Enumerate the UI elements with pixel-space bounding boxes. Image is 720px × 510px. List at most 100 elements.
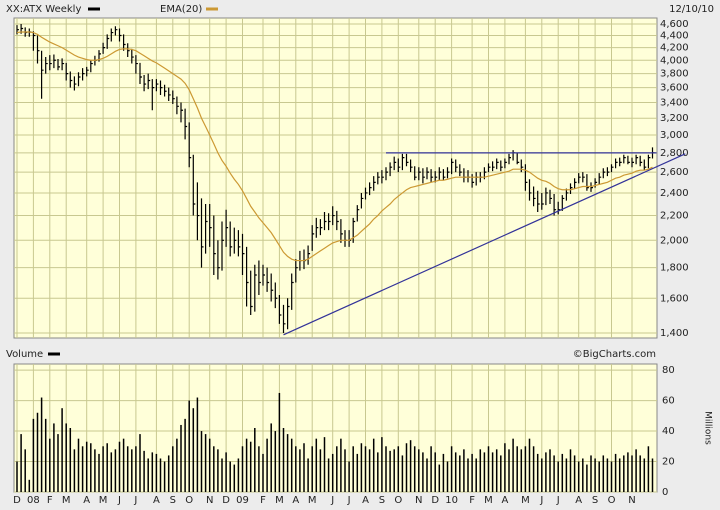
ohlc-bar xyxy=(397,158,401,173)
ohlc-bar xyxy=(250,270,253,316)
x-tick-label: A xyxy=(153,495,160,506)
ohlc-bar xyxy=(438,167,442,181)
ohlc-bar xyxy=(209,204,212,247)
ohlc-bar xyxy=(319,219,323,236)
ohlc-bar xyxy=(36,35,40,64)
x-tick-label: O xyxy=(394,495,402,506)
x-tick-label: J xyxy=(117,495,121,506)
date-label: 12/10/10 xyxy=(669,4,714,15)
x-tick-label: J xyxy=(556,495,560,506)
ohlc-bar xyxy=(196,182,200,241)
ohlc-bar xyxy=(471,174,475,188)
ohlc-bar xyxy=(623,154,626,164)
ohlc-bar xyxy=(524,164,528,191)
y-tick-label: 60 xyxy=(662,396,675,407)
ohlc-bar xyxy=(410,159,413,173)
ohlc-bar xyxy=(123,34,126,51)
x-tick-label: A xyxy=(292,495,299,506)
ohlc-bar xyxy=(287,298,290,330)
y-tick-label: 1,800 xyxy=(660,263,689,274)
y-tick-label: 1,400 xyxy=(660,328,689,339)
x-tick-label: A xyxy=(501,495,508,506)
y-tick-label: 4,600 xyxy=(660,19,689,30)
ohlc-bar xyxy=(533,186,536,207)
y-tick-label: 0 xyxy=(662,487,668,498)
ohlc-bar xyxy=(16,25,19,35)
ohlc-bar xyxy=(307,245,311,265)
y-tick-label: 80 xyxy=(662,365,675,376)
ohlc-bar xyxy=(45,57,48,74)
x-tick-label: N xyxy=(415,495,422,506)
ohlc-bar xyxy=(61,58,65,71)
ohlc-bar xyxy=(520,159,524,173)
y-tick-label: 4,200 xyxy=(660,43,689,54)
ohlc-bar xyxy=(541,192,544,210)
ohlc-bar xyxy=(295,259,298,283)
ohlc-bar xyxy=(184,108,188,140)
ohlc-bar xyxy=(57,58,60,71)
ohlc-bar xyxy=(336,210,339,231)
ohlc-bar xyxy=(147,73,151,90)
ohlc-bar xyxy=(631,157,634,168)
ohlc-bar xyxy=(352,217,356,243)
y-tick-label: 3,600 xyxy=(660,83,689,94)
ohlc-bar xyxy=(332,206,335,226)
ohlc-bar xyxy=(53,54,56,69)
ohlc-bar xyxy=(110,28,114,42)
ohlc-bar xyxy=(237,230,241,257)
ohlc-bar xyxy=(401,153,405,171)
ohlc-bar xyxy=(405,153,409,167)
ohlc-bar xyxy=(647,154,651,169)
ohlc-bar xyxy=(606,167,610,177)
credit: ©BigCharts.com xyxy=(573,349,656,360)
ohlc-bar xyxy=(561,195,565,211)
ohlc-bar xyxy=(635,154,639,165)
ohlc-bar xyxy=(90,60,93,73)
ohlc-bar xyxy=(418,167,421,181)
x-tick-label: D xyxy=(431,495,439,506)
ohlc-bar xyxy=(373,176,376,191)
ohlc-bar xyxy=(323,212,327,231)
x-tick-label: 09 xyxy=(236,495,249,506)
y-tick-label: 20 xyxy=(662,457,675,468)
y-tick-label: 2,200 xyxy=(660,211,689,222)
ohlc-bar xyxy=(139,62,142,85)
ohlc-bar xyxy=(49,55,52,71)
y-axis-label: Millions xyxy=(703,411,713,445)
y-tick-label: 4,000 xyxy=(660,55,689,66)
ohlc-bar xyxy=(127,43,130,58)
ohlc-bar xyxy=(217,240,220,280)
ohlc-bar xyxy=(492,161,495,172)
trend-line xyxy=(283,153,686,336)
ohlc-bar xyxy=(364,187,368,200)
x-tick-label: F xyxy=(47,495,53,506)
y-tick-label: 3,200 xyxy=(660,113,689,124)
ohlc-bar xyxy=(598,173,602,185)
y-tick-label: 3,000 xyxy=(660,130,689,141)
ohlc-bar xyxy=(192,154,196,216)
y-tick-label: 3,800 xyxy=(660,69,689,80)
ohlc-bar xyxy=(143,74,147,92)
x-tick-label: M xyxy=(99,495,108,506)
x-tick-label: S xyxy=(170,495,176,506)
ohlc-bar xyxy=(221,221,224,271)
ohlc-bar xyxy=(131,48,134,64)
volume-label: Volume xyxy=(6,349,43,360)
ohlc-bar xyxy=(225,209,229,247)
ohlc-bar xyxy=(241,233,245,275)
ohlc-bar xyxy=(135,55,138,74)
x-tick-label: F xyxy=(469,495,475,506)
y-tick-label: 2,000 xyxy=(660,235,689,246)
ohlc-bar xyxy=(574,178,577,189)
x-tick-label: M xyxy=(62,495,71,506)
ohlc-bar xyxy=(278,295,282,324)
x-tick-label: O xyxy=(185,495,193,506)
ohlc-bar xyxy=(172,90,175,105)
ohlc-bar xyxy=(496,158,499,170)
ohlc-bar xyxy=(385,167,388,181)
ohlc-bar xyxy=(356,205,360,222)
x-tick-label: M xyxy=(275,495,284,506)
x-tick-label: M xyxy=(521,495,530,506)
ohlc-bar xyxy=(434,171,438,183)
ohlc-bar xyxy=(537,190,540,213)
